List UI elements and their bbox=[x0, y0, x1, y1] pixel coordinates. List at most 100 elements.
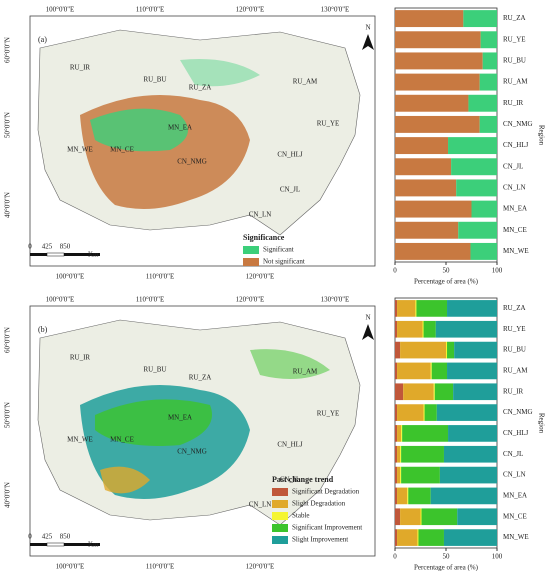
y-axis-label: Region bbox=[537, 125, 545, 146]
y-tick-label: RU_BU bbox=[503, 346, 526, 354]
x-tick-label: 0 bbox=[393, 553, 397, 561]
bar-segment bbox=[400, 445, 402, 463]
bar-segment bbox=[447, 341, 455, 359]
bar-segment bbox=[395, 158, 452, 176]
bar-segment bbox=[395, 115, 480, 133]
y-tick-label: CN_JL bbox=[503, 450, 523, 458]
bar-segment bbox=[436, 404, 497, 421]
region-label: MN_WE bbox=[67, 436, 93, 444]
y-tick-label: MN_EA bbox=[503, 492, 527, 500]
region-label: RU_IR bbox=[70, 354, 91, 362]
bar-segment bbox=[471, 200, 497, 218]
x-tick-label: 100 bbox=[492, 267, 503, 275]
y-tick-label: RU_BU bbox=[503, 57, 526, 65]
y-tick-label: RU_YE bbox=[503, 325, 526, 333]
bar-segment bbox=[395, 10, 464, 28]
region-label: RU_ZA bbox=[189, 84, 212, 92]
region-label: CN_HLJ bbox=[277, 441, 303, 449]
x-tick-label: 0 bbox=[393, 267, 397, 275]
bar-segment bbox=[430, 362, 432, 380]
bar-segment bbox=[403, 383, 434, 401]
bar-segment bbox=[435, 320, 497, 338]
bar-segment bbox=[431, 362, 448, 380]
bar-segment bbox=[454, 341, 497, 359]
bar-segment bbox=[395, 300, 398, 317]
region-label: MN_WE bbox=[67, 146, 93, 154]
panel-label: (a) bbox=[38, 35, 47, 44]
y-tick-label: RU_YE bbox=[503, 35, 526, 43]
x-axis-label: Percentage of area (%) bbox=[414, 278, 479, 286]
x-tick-label: 100 bbox=[492, 553, 503, 561]
y-tick-label: MN_WE bbox=[503, 247, 529, 255]
lon-label: 120°0'0"E bbox=[236, 6, 265, 14]
lon-label: 120°0'0"E bbox=[246, 563, 275, 571]
scale-label: 0 bbox=[28, 243, 32, 251]
y-tick-label: CN_LN bbox=[503, 184, 526, 192]
region-label: RU_AM bbox=[293, 368, 318, 376]
bar-segment bbox=[456, 179, 497, 197]
bar-segment bbox=[433, 383, 435, 401]
legend-swatch bbox=[243, 258, 259, 266]
scale-bar bbox=[30, 253, 100, 256]
bar-segment bbox=[480, 31, 497, 49]
bar-segment bbox=[397, 529, 418, 546]
y-tick-label: RU_AM bbox=[503, 78, 528, 86]
bar-segment bbox=[395, 94, 469, 112]
region-label: RU_ZA bbox=[189, 374, 212, 382]
bar-segment bbox=[395, 73, 480, 91]
bar-segment bbox=[401, 466, 440, 484]
legend-title: Significance bbox=[243, 233, 285, 242]
lon-label: 110°0'0"E bbox=[136, 6, 164, 14]
scale-label: Km bbox=[88, 541, 99, 549]
legend-swatch bbox=[272, 524, 288, 532]
y-tick-label: CN_LN bbox=[503, 471, 526, 479]
blob bbox=[100, 466, 150, 494]
blob bbox=[95, 399, 212, 446]
legend-label: Slight Degradation bbox=[292, 500, 346, 508]
region-label: RU_BU bbox=[144, 366, 167, 374]
bar-segment bbox=[395, 200, 472, 218]
lon-label: 130°0'0"E bbox=[321, 296, 350, 304]
bar-segment bbox=[395, 362, 398, 380]
map-b-shape bbox=[29, 305, 376, 557]
legend-swatch bbox=[272, 512, 288, 520]
lon-label: 120°0'0"E bbox=[246, 273, 275, 281]
bar-segment bbox=[395, 320, 398, 338]
legend-label: Significant bbox=[263, 246, 294, 254]
region-label: RU_AM bbox=[293, 78, 318, 86]
bar-segment bbox=[470, 242, 497, 260]
bar-segment bbox=[422, 320, 424, 338]
bar-segment bbox=[395, 445, 398, 463]
region-label: MN_EA bbox=[168, 124, 192, 132]
y-tick-label: RU_AM bbox=[503, 367, 528, 375]
bar-segment bbox=[395, 466, 398, 484]
bar-segment bbox=[468, 94, 497, 112]
lon-label: 100°0'0"E bbox=[56, 563, 85, 571]
lat-label: 60°0'0"N bbox=[4, 37, 12, 63]
bar-segment bbox=[448, 425, 497, 442]
region-label: RU_BU bbox=[144, 76, 167, 84]
lon-label: 110°0'0"E bbox=[146, 563, 174, 571]
y-tick-label: MN_EA bbox=[503, 205, 527, 213]
x-tick-label: 50 bbox=[443, 553, 451, 561]
bar-segment bbox=[400, 341, 446, 359]
bar-segment bbox=[424, 404, 437, 421]
north-arrow bbox=[362, 324, 374, 340]
blob bbox=[250, 349, 330, 379]
y-tick-label: CN_HLJ bbox=[503, 141, 529, 149]
north-label: N bbox=[365, 314, 370, 322]
bar-segment bbox=[395, 383, 404, 401]
y-tick-label: MN_CE bbox=[503, 512, 527, 520]
blob bbox=[180, 59, 260, 87]
legend-label: Significant Improvement bbox=[292, 524, 362, 532]
bar-segment bbox=[416, 300, 448, 317]
bar-segment bbox=[395, 137, 449, 155]
region-label: MN_CE bbox=[110, 146, 134, 154]
bar-segment bbox=[446, 341, 448, 359]
bar-segment bbox=[408, 487, 431, 505]
panel-label: (b) bbox=[38, 325, 48, 334]
bar-segment bbox=[401, 445, 444, 463]
x-axis-label: Percentage of area (%) bbox=[414, 564, 479, 571]
region-label: MN_CE bbox=[110, 436, 134, 444]
